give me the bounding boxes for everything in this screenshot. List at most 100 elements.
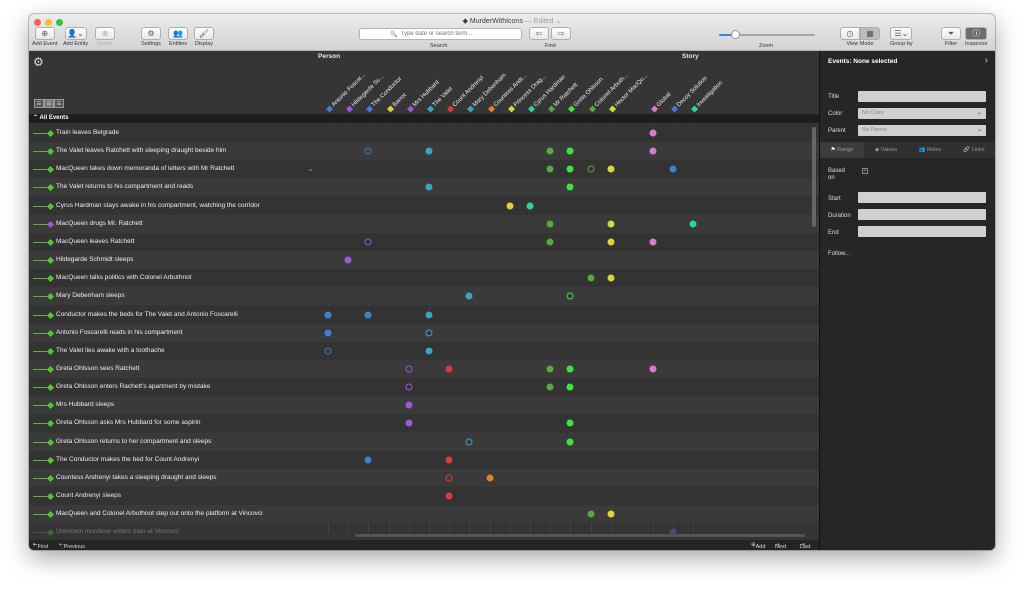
event-row[interactable]: Greta Ohlsson asks Mrs Hubbard for some … [29, 414, 819, 433]
column-header[interactable]: Mary Debenham [467, 73, 508, 114]
column-header[interactable]: Count Andrenyi [447, 75, 485, 113]
participation-dot[interactable] [649, 238, 657, 246]
participation-dot[interactable] [425, 147, 433, 155]
add-event-button[interactable]: ⊕ Add Event [32, 27, 57, 47]
event-row[interactable]: The Valet returns to his compartment and… [29, 178, 819, 197]
event-row[interactable]: MacQueen takes down memoranda of letters… [29, 160, 819, 179]
entities-button[interactable]: 👥 Entities [168, 27, 188, 47]
participation-dot[interactable] [546, 220, 554, 228]
previous-button[interactable]: ⇠ Previous [59, 542, 86, 550]
participation-dot[interactable] [607, 510, 615, 518]
participation-dot[interactable] [445, 492, 453, 500]
last-button[interactable]: Last ⇥ [800, 542, 811, 550]
participation-dot[interactable] [506, 202, 514, 210]
event-row[interactable]: Unknown murderer enters train at Vincovc… [29, 523, 819, 540]
group-by-button[interactable]: ☰⌄ Group by [890, 27, 913, 47]
participation-dot[interactable] [669, 528, 677, 536]
close-window-button[interactable] [34, 19, 41, 26]
participation-dot[interactable] [546, 365, 554, 373]
participation-dot[interactable] [607, 274, 615, 282]
event-row[interactable]: The Conductor makes the bed for Count An… [29, 450, 819, 469]
horizontal-scrollbar[interactable] [355, 534, 805, 537]
participation-dot[interactable] [587, 165, 595, 173]
event-row[interactable]: MacQueen and Colonel Arbuthnot step out … [29, 505, 819, 524]
display-button[interactable]: 🖌 Display [194, 27, 214, 47]
participation-dot[interactable] [465, 292, 473, 300]
all-events-header[interactable]: ⌃ All Events [29, 114, 819, 123]
event-row[interactable]: MacQueen leaves Ratchett [29, 232, 819, 251]
event-row[interactable]: Cyrus Hardman stays awake in his compart… [29, 196, 819, 215]
first-button[interactable]: ⇤ First [33, 542, 49, 550]
event-row[interactable]: Greta Ohlsson returns to her compartment… [29, 432, 819, 451]
add-footer-button[interactable]: ⊕ Add [751, 542, 766, 550]
participation-dot[interactable] [566, 438, 574, 446]
column-header[interactable]: Cyrus Hardman [528, 74, 567, 113]
participation-dot[interactable] [649, 365, 657, 373]
participation-dot[interactable] [364, 147, 372, 155]
participation-dot[interactable] [546, 147, 554, 155]
event-row[interactable]: Greta Ohlsson sees Ratchett [29, 359, 819, 378]
view-mode-control[interactable]: ◷ ▦ View Mode [840, 27, 880, 47]
participation-dot[interactable] [566, 147, 574, 155]
tab-roles[interactable]: 👥 Roles [918, 147, 942, 153]
participation-dot[interactable] [669, 165, 677, 173]
find-previous-button[interactable]: ⇦ [529, 27, 549, 40]
participation-dot[interactable] [546, 238, 554, 246]
participation-dot[interactable] [405, 383, 413, 391]
delete-button[interactable]: ⊗ Delete [95, 27, 115, 47]
participation-dot[interactable] [445, 365, 453, 373]
participation-dot[interactable] [649, 147, 657, 155]
column-header[interactable]: Hector MacQu... [608, 73, 649, 113]
duration-field[interactable] [858, 209, 986, 220]
participation-dot[interactable] [405, 419, 413, 427]
column-header[interactable]: Global [651, 92, 672, 113]
minimize-window-button[interactable] [45, 19, 52, 26]
grid-icon[interactable]: ▦ [860, 27, 880, 40]
column-header[interactable]: Princess Drag... [507, 74, 547, 113]
next-button[interactable]: Next ⇢ [775, 542, 787, 550]
event-row[interactable]: Mary Debenham sleeps [29, 287, 819, 306]
compact-rows-icon[interactable]: ☰ [34, 99, 44, 108]
participation-dot[interactable] [425, 183, 433, 191]
parent-select[interactable]: No Parent ⌄ [858, 125, 986, 136]
clock-icon[interactable]: ◷ [840, 27, 860, 40]
expand-chevron-icon[interactable]: ⌄ [307, 164, 314, 174]
participation-dot[interactable] [364, 456, 372, 464]
edited-status[interactable]: — Edited ⌄ [524, 18, 562, 25]
tab-range[interactable]: ⚑ Range [820, 142, 864, 158]
event-row[interactable]: Hildegarde Schmidt sleeps [29, 251, 819, 270]
participation-dot[interactable] [689, 220, 697, 228]
participation-dot[interactable] [566, 292, 574, 300]
end-field[interactable] [858, 226, 986, 237]
medium-rows-icon[interactable]: ☰ [44, 99, 54, 108]
start-field[interactable] [858, 192, 986, 203]
event-row[interactable]: The Valet leaves Ratchett with sleeping … [29, 142, 819, 161]
event-row[interactable]: Countess Andrenyi takes a sleeping draug… [29, 468, 819, 487]
participation-dot[interactable] [607, 220, 615, 228]
participation-dot[interactable] [425, 347, 433, 355]
participation-dot[interactable] [566, 419, 574, 427]
chevron-right-icon[interactable]: › [984, 55, 988, 66]
participation-dot[interactable] [587, 510, 595, 518]
row-size-toggle[interactable]: ☰ ☰ ☰ [34, 99, 64, 108]
event-row[interactable]: MacQueen drugs Mr. Ratchett [29, 214, 819, 233]
event-row[interactable]: The Valet lies awake with a toothache [29, 341, 819, 360]
zoom-slider[interactable] [719, 30, 815, 39]
follow-link[interactable]: Follow... [828, 251, 851, 257]
participation-dot[interactable] [546, 383, 554, 391]
participation-dot[interactable] [486, 474, 494, 482]
event-row[interactable]: Train leaves Belgrade [29, 124, 819, 142]
large-rows-icon[interactable]: ☰ [54, 99, 64, 108]
search-input[interactable] [400, 31, 491, 37]
color-select[interactable]: No Color ⌄ [858, 108, 986, 119]
participation-dot[interactable] [566, 383, 574, 391]
participation-dot[interactable] [526, 202, 534, 210]
tab-links[interactable]: 🔗 Links [963, 147, 985, 153]
event-row[interactable]: Mrs Hubbard sleeps [29, 396, 819, 415]
participation-dot[interactable] [425, 329, 433, 337]
search-field[interactable]: 🔍 [359, 28, 522, 40]
participation-dot[interactable] [364, 311, 372, 318]
participation-dot[interactable] [344, 256, 352, 264]
event-row[interactable]: Antonio Foscarelli reads in his compartm… [29, 323, 819, 342]
add-entity-button[interactable]: 👤⌄ Add Entity [63, 27, 88, 47]
